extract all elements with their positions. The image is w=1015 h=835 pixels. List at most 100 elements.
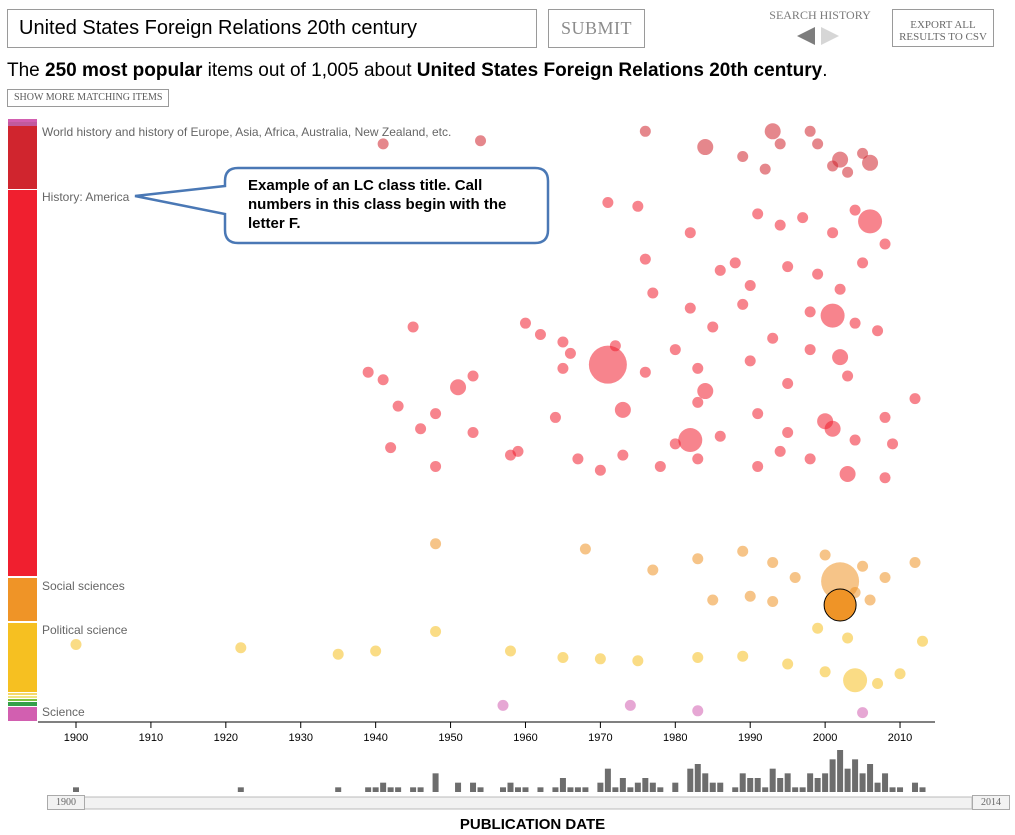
data-point[interactable] [857, 560, 869, 572]
data-point[interactable] [737, 151, 749, 162]
data-point[interactable] [817, 413, 834, 430]
data-point[interactable] [820, 303, 845, 328]
class-label-political-science[interactable]: Political science [42, 623, 128, 637]
data-point[interactable] [759, 163, 771, 175]
data-point[interactable] [729, 257, 741, 269]
data-point[interactable] [752, 208, 764, 220]
data-point[interactable] [827, 227, 839, 239]
data-point[interactable] [737, 650, 749, 662]
data-point[interactable] [504, 449, 516, 461]
data-point[interactable] [804, 125, 816, 137]
data-point[interactable] [864, 594, 876, 606]
data-point[interactable] [647, 287, 659, 299]
data-point[interactable] [857, 707, 869, 719]
data-point[interactable] [692, 453, 704, 465]
data-point[interactable] [692, 705, 704, 717]
data-point[interactable] [697, 383, 714, 400]
data-point[interactable] [392, 400, 404, 412]
data-point[interactable] [782, 658, 794, 670]
data-point[interactable] [377, 138, 389, 150]
data-point[interactable] [714, 264, 726, 276]
data-point[interactable] [684, 227, 696, 239]
data-point[interactable] [519, 317, 531, 329]
data-point[interactable] [450, 379, 467, 396]
selected-data-point[interactable] [823, 588, 857, 622]
data-point[interactable] [879, 411, 891, 423]
data-point[interactable] [832, 151, 849, 168]
data-point[interactable] [697, 139, 714, 156]
data-point[interactable] [594, 653, 606, 665]
data-point[interactable] [632, 200, 644, 212]
data-point[interactable] [789, 572, 801, 583]
data-point[interactable] [692, 553, 704, 565]
date-range-slider-track[interactable] [81, 796, 973, 810]
data-point[interactable] [624, 699, 636, 711]
data-point[interactable] [872, 325, 884, 337]
data-point[interactable] [564, 347, 576, 359]
range-end-handle[interactable]: 2014 [972, 795, 1010, 810]
data-point[interactable] [647, 564, 659, 576]
data-point[interactable] [764, 123, 781, 140]
data-point[interactable] [639, 253, 651, 265]
data-point[interactable] [669, 344, 681, 356]
data-point[interactable] [894, 668, 906, 680]
data-point[interactable] [594, 464, 606, 476]
data-point[interactable] [842, 632, 854, 644]
data-point[interactable] [909, 393, 921, 405]
data-point[interactable] [843, 668, 868, 693]
data-point[interactable] [678, 428, 703, 453]
data-point[interactable] [669, 438, 681, 450]
data-point[interactable] [879, 572, 891, 583]
data-point[interactable] [752, 408, 764, 420]
data-point[interactable] [819, 666, 831, 678]
data-point[interactable] [839, 465, 856, 482]
data-point[interactable] [639, 125, 651, 137]
data-point[interactable] [744, 590, 756, 602]
data-point[interactable] [909, 557, 921, 568]
data-point[interactable] [767, 557, 779, 568]
data-point[interactable] [857, 257, 869, 269]
class-label-science[interactable]: Science [42, 705, 85, 719]
data-point[interactable] [917, 635, 929, 647]
data-point[interactable] [385, 442, 397, 454]
data-point[interactable] [579, 543, 591, 555]
data-point[interactable] [332, 648, 344, 660]
data-point[interactable] [774, 219, 786, 231]
data-point[interactable] [692, 362, 704, 374]
data-point[interactable] [832, 349, 849, 366]
submit-button[interactable]: SUBMIT [548, 9, 645, 48]
data-point[interactable] [849, 587, 861, 598]
data-point[interactable] [430, 538, 442, 550]
data-point[interactable] [737, 545, 749, 557]
data-point[interactable] [834, 283, 846, 295]
data-point[interactable] [782, 427, 794, 439]
data-point[interactable] [684, 302, 696, 314]
data-point[interactable] [857, 147, 869, 159]
data-point[interactable] [602, 197, 614, 209]
class-label-social-sciences[interactable]: Social sciences [42, 579, 125, 593]
data-point[interactable] [879, 472, 891, 484]
search-input[interactable] [7, 9, 537, 48]
data-point[interactable] [804, 344, 816, 356]
data-point[interactable] [639, 366, 651, 378]
data-point[interactable] [692, 652, 704, 663]
data-point[interactable] [609, 340, 621, 352]
history-back-arrow-icon[interactable] [797, 27, 815, 45]
data-point[interactable] [557, 362, 569, 374]
data-point[interactable] [549, 411, 561, 423]
data-point[interactable] [744, 279, 756, 291]
data-point[interactable] [879, 238, 891, 250]
data-point[interactable] [714, 430, 726, 442]
data-point[interactable] [70, 639, 82, 650]
data-point[interactable] [504, 645, 516, 657]
data-point[interactable] [654, 460, 666, 472]
data-point[interactable] [842, 166, 854, 178]
data-point[interactable] [767, 596, 779, 607]
data-point[interactable] [588, 345, 627, 384]
data-point[interactable] [467, 427, 479, 439]
data-point[interactable] [377, 374, 389, 386]
data-point[interactable] [692, 396, 704, 408]
data-point[interactable] [707, 321, 719, 333]
data-point[interactable] [430, 408, 442, 420]
range-start-handle[interactable]: 1900 [47, 795, 85, 810]
